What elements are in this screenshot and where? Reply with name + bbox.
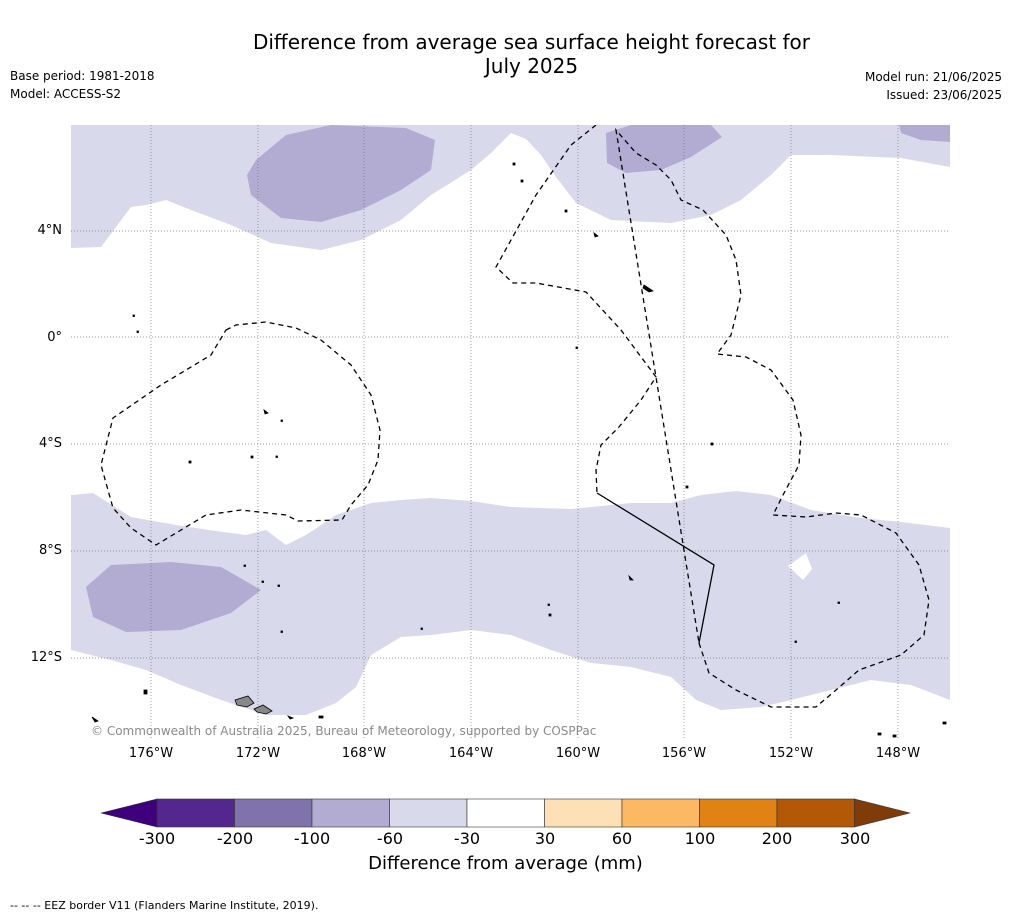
colorbar-tick: 100 <box>684 829 716 848</box>
colorbar-segment <box>621 798 700 828</box>
anomaly-core-north-center <box>606 125 722 173</box>
meta-right: Model run: 21/06/2025 Issued: 23/06/2025 <box>865 68 1002 104</box>
lat-label-4n: 4°N <box>37 223 63 238</box>
colorbar-extend-low <box>100 798 158 828</box>
lat-label-0: 0° <box>47 330 62 345</box>
colorbar-extend-high <box>854 798 911 828</box>
lon-label-152w: 152°W <box>768 746 814 761</box>
anomaly-core-south-west <box>86 562 261 632</box>
colorbar-tick: -100 <box>293 829 331 848</box>
lon-label-176w: 176°W <box>128 746 174 761</box>
copyright-notice: © Commonwealth of Australia 2025, Bureau… <box>91 724 597 738</box>
anomaly-region-south <box>71 491 950 715</box>
eez-border-solid <box>596 492 715 644</box>
eez-border-center <box>495 125 657 494</box>
colorbar-tick: 300 <box>839 829 871 848</box>
islands <box>91 162 947 738</box>
colorbar-segment <box>156 798 235 828</box>
lon-label-160w: 160°W <box>555 746 601 761</box>
island-savaii <box>234 695 255 708</box>
colorbar-segment <box>776 798 855 828</box>
island-upolu <box>253 704 273 715</box>
colorbar-tick: -30 <box>453 829 481 848</box>
title-line-1: Difference from average sea surface heig… <box>252 30 811 54</box>
neutral-patch-east <box>788 553 812 580</box>
lon-label-148w: 148°W <box>875 746 921 761</box>
colorbar-tick: 30 <box>534 829 556 848</box>
lat-label-12s: 12°S <box>30 650 62 665</box>
colorbar-tick: -60 <box>376 829 404 848</box>
map-title: Difference from average sea surface heig… <box>0 30 1011 78</box>
colorbar-tick: 200 <box>761 829 793 848</box>
colorbar-segment <box>544 798 623 828</box>
eez-borders <box>100 125 930 708</box>
lat-label-8s: 8°S <box>38 543 62 558</box>
graticule <box>71 125 950 740</box>
eez-border-west <box>100 321 381 546</box>
model-name: Model: ACCESS-S2 <box>10 87 122 101</box>
model-run: Model run: 21/06/2025 <box>864 70 1002 84</box>
eez-footnote: -- -- -- EEZ border V11 (Flanders Marine… <box>10 899 319 912</box>
map-svg <box>71 125 950 740</box>
map-panel <box>71 125 950 740</box>
anomaly-core-north-west <box>247 125 435 222</box>
colorbar-segment <box>699 798 778 828</box>
lon-label-164w: 164°W <box>448 746 494 761</box>
lon-label-168w: 168°W <box>341 746 387 761</box>
colorbar-segments <box>100 798 911 828</box>
colorbar-tick: -300 <box>138 829 176 848</box>
colorbar-segment <box>311 798 390 828</box>
lon-label-172w: 172°W <box>235 746 281 761</box>
lon-label-156w: 156°W <box>661 746 707 761</box>
colorbar-label: Difference from average (mm) <box>368 853 643 874</box>
issued-date: Issued: 23/06/2025 <box>886 88 1002 102</box>
colorbar-tick: 60 <box>611 829 633 848</box>
title-line-2: July 2025 <box>484 54 579 78</box>
colorbar-tick: -200 <box>216 829 254 848</box>
colorbar-segment <box>466 798 545 828</box>
colorbar <box>100 798 911 828</box>
colorbar-segment <box>389 798 468 828</box>
colorbar-segment <box>234 798 313 828</box>
meta-left: Base period: 1981-2018 Model: ACCESS-S2 <box>10 67 155 103</box>
lat-label-4s: 4°S <box>38 436 62 451</box>
anomaly-core-north-east <box>899 125 950 142</box>
base-period: Base period: 1981-2018 <box>10 69 155 83</box>
